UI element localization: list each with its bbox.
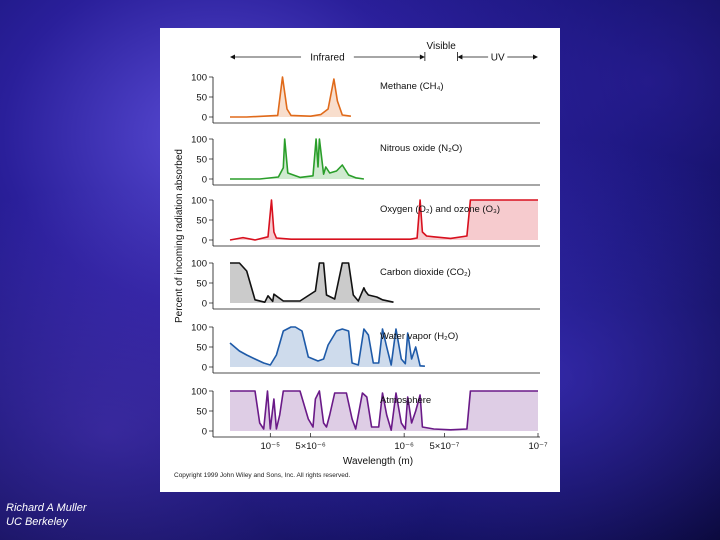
series-line: [229, 199, 538, 241]
series-label: Methane (CH₄): [380, 81, 444, 92]
series-label: Oxygen (O₂) and ozone (O₃): [380, 204, 500, 215]
panel-5: 100 50 0 Water vapor (H₂O): [191, 323, 540, 374]
series-line: [230, 390, 538, 431]
arrow-head: [230, 54, 235, 60]
series-label: Carbon dioxide (CO₂): [380, 267, 471, 278]
panel-6: 100 50 0 Atmosphere: [191, 387, 540, 438]
y-tick-label: 0: [202, 113, 207, 124]
x-axis: 10⁻⁵ 5×10⁻⁶ 10⁻⁶ 5×10⁻⁷ 10⁻⁷: [261, 433, 548, 452]
series-area: [230, 139, 364, 179]
y-tick-label: 100: [191, 323, 207, 334]
copyright-text: Copyright 1999 John Wiley and Sons, Inc.…: [174, 472, 351, 479]
band-label: Visible: [427, 41, 457, 52]
x-tick-label: 10⁻⁶: [394, 441, 414, 452]
band-labels: Infrared Visible UV: [230, 41, 538, 64]
band-uv: UV: [457, 53, 538, 64]
spectra-panels: 100 50 0 Methane (CH₄) 100 50 0 Nitrous oxide (…: [191, 73, 540, 438]
credit-institution: UC Berkeley: [6, 516, 68, 528]
series-line: [229, 326, 425, 367]
figure-panel: Infrared Visible UV 100 50 0 Methane (CH₄) 100…: [160, 28, 560, 492]
y-tick-label: 50: [196, 407, 207, 418]
y-tick-label: 0: [202, 299, 207, 310]
arrow-head: [457, 54, 463, 60]
y-tick-label: 0: [202, 363, 207, 374]
credit-author: Richard A Muller: [6, 502, 87, 514]
series-line: [230, 262, 394, 303]
series-area: [230, 77, 351, 117]
series-line: [230, 76, 352, 118]
y-tick-label: 50: [196, 279, 207, 290]
y-tick-label: 100: [191, 73, 207, 84]
panel-4: 100 50 0 Carbon dioxide (CO₂): [191, 259, 540, 310]
y-tick-label: 100: [191, 135, 207, 146]
band-label: UV: [491, 53, 505, 64]
series-area: [230, 391, 538, 431]
panel-1: 100 50 0 Methane (CH₄): [191, 73, 540, 124]
x-tick-label: 10⁻⁷: [528, 441, 548, 452]
series-label: Atmosphere: [380, 395, 431, 406]
panel-2: 100 50 0 Nitrous oxide (N₂O): [191, 135, 540, 186]
series-area: [230, 327, 425, 367]
y-tick-label: 100: [191, 196, 207, 207]
y-tick-label: 50: [196, 216, 207, 227]
x-tick-label: 5×10⁻⁷: [430, 441, 460, 452]
band-visible: Visible: [424, 41, 458, 61]
arrow-head: [419, 54, 425, 60]
y-tick-label: 50: [196, 93, 207, 104]
panel-3: 100 50 0 Oxygen (O₂) and ozone (O₃): [191, 196, 540, 247]
y-tick-label: 100: [191, 259, 207, 270]
y-tick-label: 0: [202, 236, 207, 247]
series-label: Water vapor (H₂O): [380, 331, 458, 342]
x-axis-label: Wavelength (m): [343, 456, 413, 467]
y-tick-label: 0: [202, 175, 207, 186]
series-area: [230, 200, 538, 240]
y-tick-label: 50: [196, 155, 207, 166]
x-tick-label: 10⁻⁵: [261, 441, 281, 452]
x-tick-label: 5×10⁻⁶: [295, 441, 325, 452]
y-tick-label: 100: [191, 387, 207, 398]
series-line: [230, 138, 365, 180]
series-label: Nitrous oxide (N₂O): [380, 143, 462, 154]
y-axis-label: Percent of incoming radiation absorbed: [174, 149, 185, 323]
band-label: Infrared: [310, 53, 344, 64]
y-tick-label: 50: [196, 343, 207, 354]
arrow-head: [533, 54, 538, 60]
y-tick-label: 0: [202, 427, 207, 438]
band-infrared: Infrared: [230, 53, 425, 64]
